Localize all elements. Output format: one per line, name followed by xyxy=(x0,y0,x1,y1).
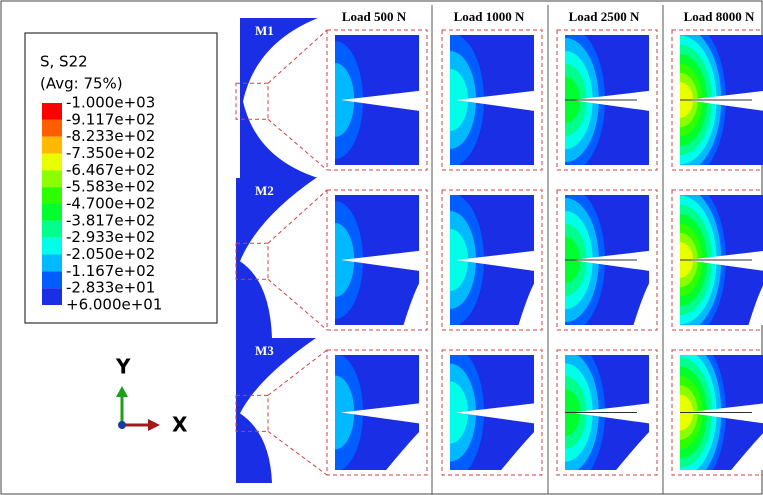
legend-swatch xyxy=(42,255,62,272)
legend-swatch xyxy=(42,170,62,187)
legend-label: -3.817e+02 xyxy=(66,211,155,229)
legend-label: -2.833e+01 xyxy=(66,279,155,297)
axis-label-y: Y xyxy=(115,355,131,379)
legend-title: S, S22 xyxy=(40,53,88,71)
legend-label: -2.933e+02 xyxy=(66,228,155,246)
legend-swatch xyxy=(42,238,62,255)
legend-swatch xyxy=(42,221,62,238)
legend-swatch xyxy=(42,204,62,221)
legend-subtitle: (Avg: 75%) xyxy=(40,75,123,93)
legend-swatch xyxy=(42,137,62,154)
legend-label: -4.700e+02 xyxy=(66,195,155,213)
legend-label: -2.050e+02 xyxy=(66,245,155,263)
legend-label: -1.167e+02 xyxy=(66,262,155,280)
legend-label: -1.000e+03 xyxy=(66,94,155,112)
legend-label: -8.233e+02 xyxy=(66,127,155,145)
axis-label-x: X xyxy=(172,413,188,437)
model-label: M1 xyxy=(255,23,274,38)
legend-label: +6.000e+01 xyxy=(66,296,162,314)
model-label: M2 xyxy=(255,183,274,198)
figure: S, S22 (Avg: 75%) Y X -1.000e+03-9.117e+… xyxy=(0,0,763,495)
legend-swatch xyxy=(42,154,62,171)
legend-label: -9.117e+02 xyxy=(66,110,155,128)
column-header: Load 1000 N xyxy=(454,9,525,24)
legend-swatch xyxy=(42,187,62,204)
column-header: Load 500 N xyxy=(342,9,407,24)
legend-label: -7.350e+02 xyxy=(66,144,155,162)
model-label: M3 xyxy=(255,343,274,358)
legend-swatch xyxy=(42,288,62,305)
legend-label: -5.583e+02 xyxy=(66,178,155,196)
legend-swatch xyxy=(42,271,62,288)
z-axis xyxy=(118,421,126,429)
column-header: Load 2500 N xyxy=(569,9,640,24)
column-header: Load 8000 N xyxy=(684,9,755,24)
legend-swatch xyxy=(42,103,62,120)
legend-swatch xyxy=(42,120,62,137)
legend-label: -6.467e+02 xyxy=(66,161,155,179)
